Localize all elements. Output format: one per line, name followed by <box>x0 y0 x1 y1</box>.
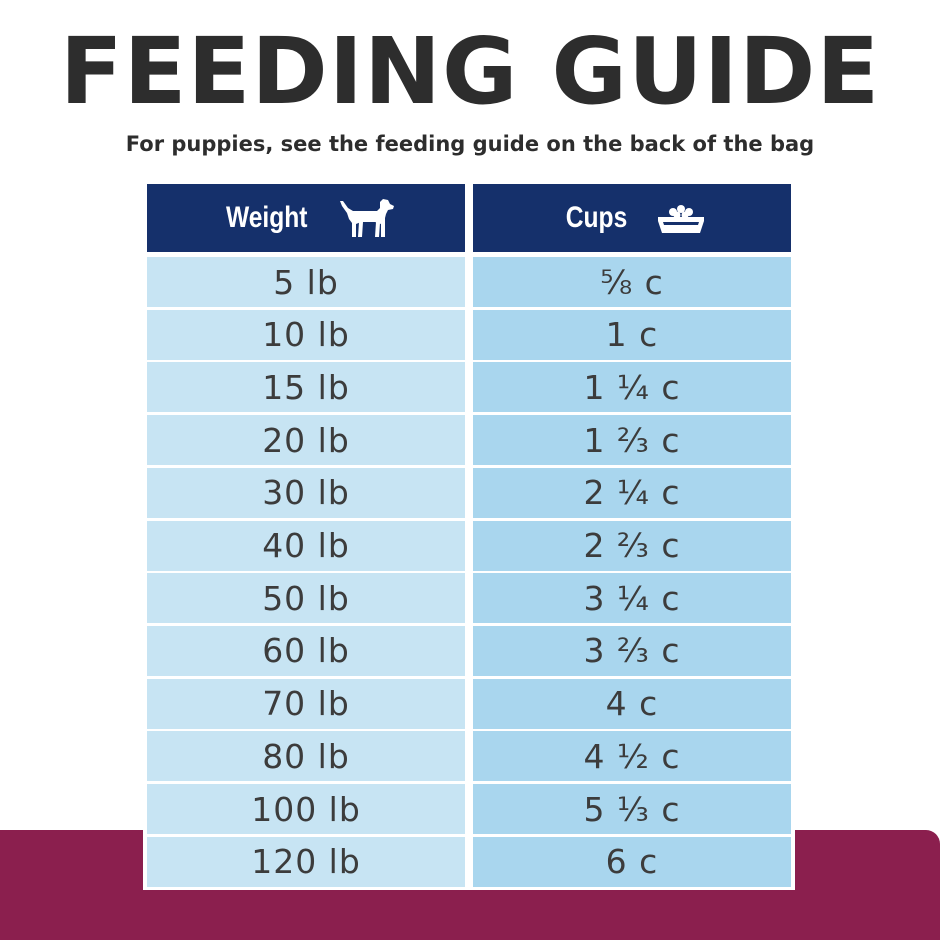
cups-cell: 6 c <box>473 836 791 887</box>
weight-cell: 60 lb <box>147 625 465 676</box>
cups-cell: 1 ⅔ c <box>473 415 791 466</box>
cups-cell: 3 ¼ c <box>473 573 791 624</box>
cups-cell: 1 ¼ c <box>473 362 791 413</box>
weight-cell: 20 lb <box>147 415 465 466</box>
page-subtitle: For puppies, see the feeding guide on th… <box>125 132 815 156</box>
food-bowl-icon <box>656 200 706 236</box>
cups-cell: 5 ⅓ c <box>473 784 791 834</box>
table-row: 80 lb 4 ½ c <box>143 731 795 782</box>
table-row: 120 lb 6 c <box>143 836 795 887</box>
cups-cell: 4 ½ c <box>473 731 791 782</box>
cups-column-header: Cups <box>473 184 791 252</box>
table-row: 40 lb 2 ⅔ c <box>143 520 795 571</box>
table-row: 20 lb 1 ⅔ c <box>143 415 795 466</box>
weight-cell: 40 lb <box>147 520 465 571</box>
table-row: 10 lb 1 c <box>143 309 795 360</box>
page-title: FEEDING GUIDE <box>59 18 881 125</box>
dog-icon <box>339 197 395 239</box>
table-row: 70 lb 4 c <box>143 678 795 729</box>
cups-cell: ⅝ c <box>473 257 791 307</box>
table-row: 15 lb 1 ¼ c <box>143 362 795 413</box>
cups-cell: 2 ⅔ c <box>473 520 791 571</box>
table-row: 5 lb ⅝ c <box>143 257 795 307</box>
feeding-table: Weight Cups 5 lb ⅝ c 10 lb 1 c 15 lb 1 ¼ c 20 … <box>143 184 795 890</box>
cups-cell: 3 ⅔ c <box>473 625 791 676</box>
weight-cell: 50 lb <box>147 573 465 624</box>
weight-column-header: Weight <box>147 184 465 252</box>
weight-cell: 80 lb <box>147 731 465 782</box>
cups-cell: 4 c <box>473 678 791 729</box>
weight-cell: 10 lb <box>147 309 465 360</box>
cups-cell: 2 ¼ c <box>473 467 791 518</box>
weight-cell: 100 lb <box>147 784 465 834</box>
cups-cell: 1 c <box>473 309 791 360</box>
weight-cell: 5 lb <box>147 257 465 307</box>
weight-cell: 15 lb <box>147 362 465 413</box>
table-row: 50 lb 3 ¼ c <box>143 573 795 624</box>
table-row: 30 lb 2 ¼ c <box>143 467 795 518</box>
cups-header-label: Cups <box>565 201 627 234</box>
table-row: 100 lb 5 ⅓ c <box>143 784 795 834</box>
weight-cell: 70 lb <box>147 678 465 729</box>
table-row: 60 lb 3 ⅔ c <box>143 625 795 676</box>
weight-cell: 120 lb <box>147 836 465 887</box>
weight-cell: 30 lb <box>147 467 465 518</box>
weight-header-label: Weight <box>226 201 308 234</box>
